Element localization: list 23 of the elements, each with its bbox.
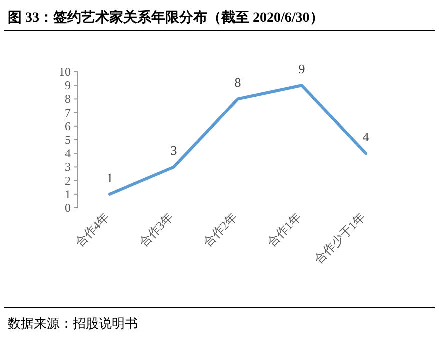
x-tick-label: 合作3年 (136, 210, 176, 250)
y-tick-label: 2 (65, 174, 71, 188)
x-tick-label: 合作1年 (264, 210, 304, 250)
x-tick-label: 合作少于1年 (312, 210, 368, 267)
y-tick-label: 4 (65, 146, 71, 161)
y-tick-label: 3 (65, 160, 71, 174)
data-label: 8 (234, 75, 242, 90)
y-tick-label: 1 (65, 187, 71, 202)
y-tick-label: 0 (65, 201, 71, 215)
chart-title: 图 33：签约艺术家关系年限分布（截至 2020/6/30） (8, 9, 324, 26)
x-tick-label: 合作4年 (72, 210, 112, 250)
y-tick-label: 10 (59, 65, 71, 79)
y-tick-label: 6 (65, 119, 71, 134)
y-tick-label: 9 (65, 78, 71, 93)
source-note: 数据来源：招股说明书 (8, 316, 138, 331)
data-label: 9 (298, 62, 306, 77)
y-tick-label: 7 (65, 106, 71, 120)
data-label: 1 (106, 170, 114, 186)
y-tick-label: 5 (65, 133, 71, 147)
data-label: 4 (362, 130, 370, 145)
data-label: 3 (170, 143, 178, 158)
y-tick-label: 8 (65, 92, 71, 106)
x-tick-label: 合作2年 (200, 210, 240, 250)
